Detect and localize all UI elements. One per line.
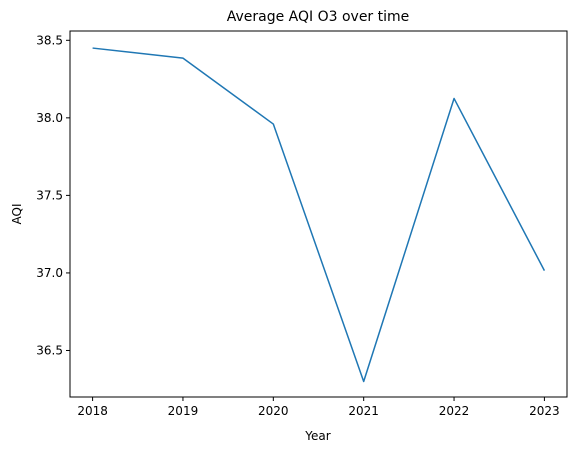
y-tick-label: 37.5 (36, 188, 63, 202)
x-tick-label: 2023 (529, 404, 560, 418)
series-line (92, 47, 546, 383)
y-tick-label: 37.0 (36, 266, 63, 280)
x-tick-label: 2021 (348, 404, 379, 418)
chart-title: Average AQI O3 over time (227, 9, 410, 25)
series-layer (92, 47, 546, 383)
y-axis-label: AQI (10, 204, 24, 225)
x-tick-label: 2019 (168, 404, 199, 418)
y-tick-label: 36.5 (36, 343, 63, 357)
y-tick-label: 38.0 (36, 111, 63, 125)
x-tick-label: 2020 (258, 404, 289, 418)
y-tick-label: 38.5 (36, 33, 63, 47)
x-tick-label: 2022 (439, 404, 470, 418)
x-axis-label: Year (304, 429, 330, 443)
x-axis: 2018 2019 2020 2021 2022 2023 (77, 397, 560, 418)
x-tick-label: 2018 (77, 404, 108, 418)
plot-area (69, 30, 568, 398)
y-axis: 36.5 37.0 37.5 38.0 38.5 (36, 33, 70, 357)
